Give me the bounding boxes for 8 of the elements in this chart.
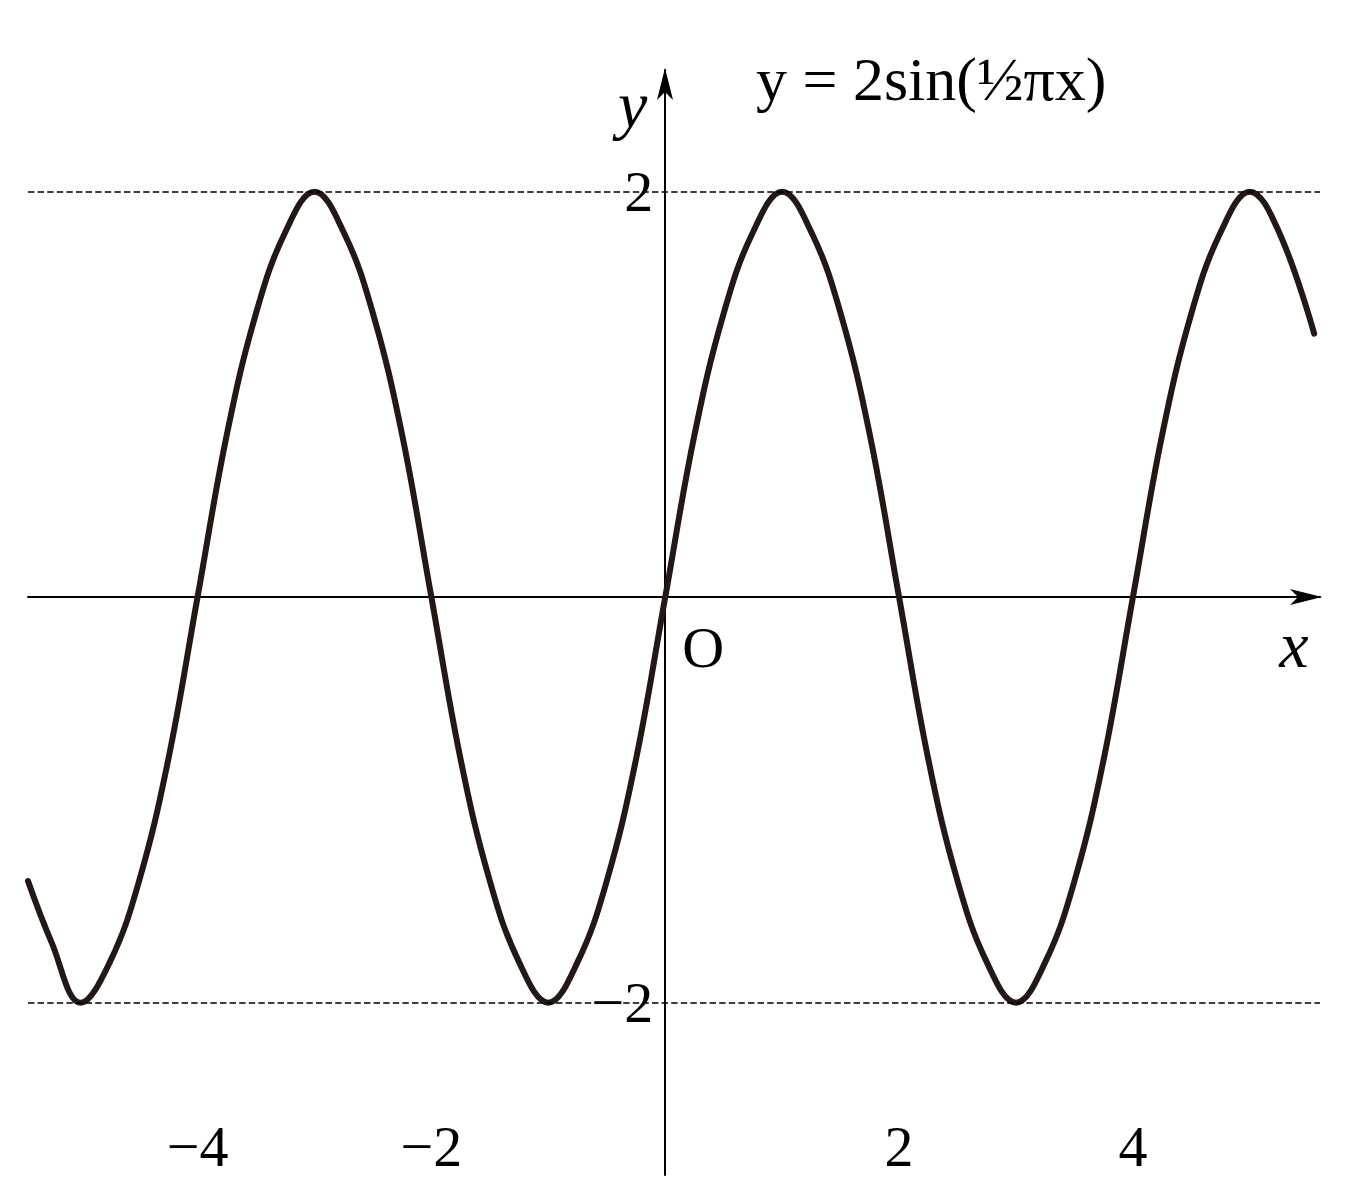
x-tick-label: 2	[884, 1113, 914, 1179]
x-tick-label: 4	[1118, 1113, 1148, 1179]
x-axis-title: x	[1278, 607, 1309, 681]
x-tick-label: −4	[166, 1113, 229, 1179]
annotation: y = 2sin(½πx)	[756, 45, 1107, 114]
y-axis-title: y	[611, 67, 648, 141]
x-tick-label: −2	[400, 1113, 463, 1179]
annotation: O	[682, 614, 725, 680]
